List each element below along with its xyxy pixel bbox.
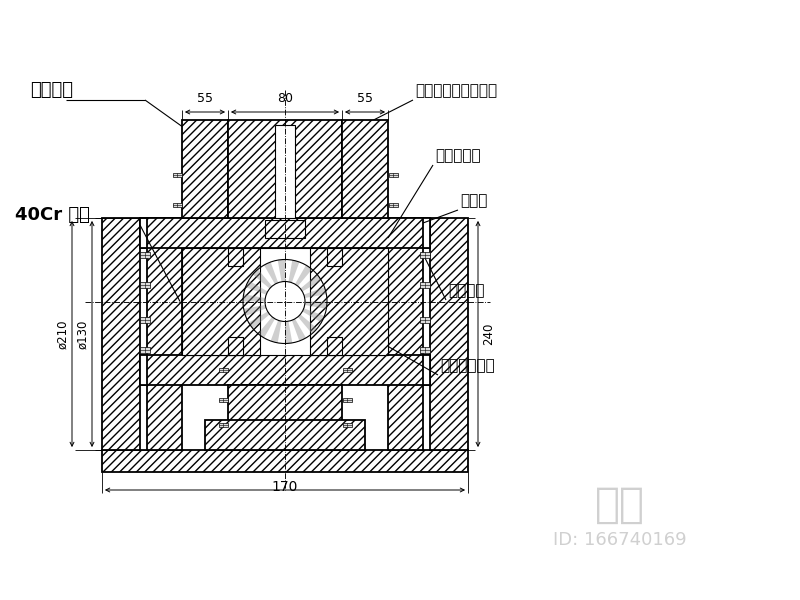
Bar: [423, 218, 430, 248]
Text: 170: 170: [272, 480, 298, 494]
Text: ø130: ø130: [76, 319, 89, 349]
Text: 轴承定位套: 轴承定位套: [435, 148, 481, 163]
Wedge shape: [264, 262, 278, 284]
Bar: [102, 450, 468, 472]
Bar: [140, 218, 147, 248]
Bar: [310, 248, 388, 355]
Bar: [140, 218, 430, 248]
Wedge shape: [249, 311, 270, 328]
Text: 40Cr 销轴: 40Cr 销轴: [15, 206, 90, 224]
Bar: [182, 248, 388, 355]
Bar: [420, 252, 430, 258]
Bar: [327, 248, 342, 266]
Wedge shape: [244, 305, 266, 316]
Bar: [173, 203, 182, 208]
Wedge shape: [292, 319, 306, 341]
Bar: [342, 398, 351, 403]
Bar: [265, 220, 305, 238]
Bar: [420, 282, 430, 288]
Bar: [420, 347, 430, 353]
Wedge shape: [300, 275, 322, 292]
Text: 销轴盖板: 销轴盖板: [448, 283, 485, 298]
Bar: [102, 218, 140, 450]
Text: 知末: 知末: [595, 484, 645, 526]
Bar: [228, 337, 243, 355]
Text: 轴承压盖: 轴承压盖: [30, 81, 73, 99]
Bar: [140, 282, 150, 288]
Text: 240: 240: [482, 323, 495, 345]
Bar: [228, 120, 342, 218]
Wedge shape: [243, 294, 266, 301]
Bar: [389, 173, 398, 178]
Bar: [140, 355, 430, 385]
Bar: [389, 203, 398, 208]
Bar: [140, 355, 147, 385]
Wedge shape: [246, 280, 268, 295]
Bar: [205, 420, 365, 450]
Bar: [228, 248, 243, 266]
Wedge shape: [295, 265, 312, 286]
Text: 向心关节轴承: 向心关节轴承: [440, 358, 494, 373]
Wedge shape: [289, 260, 299, 283]
Bar: [182, 248, 260, 355]
Text: 80: 80: [277, 92, 293, 105]
Bar: [342, 120, 388, 218]
Text: ø210: ø210: [56, 319, 69, 349]
Wedge shape: [302, 308, 325, 323]
Text: 55: 55: [357, 92, 373, 105]
Text: 55: 55: [197, 92, 213, 105]
Bar: [218, 398, 227, 403]
Bar: [140, 252, 150, 258]
Bar: [218, 368, 227, 373]
Bar: [327, 337, 342, 355]
Bar: [140, 347, 150, 353]
Wedge shape: [253, 269, 272, 289]
Bar: [275, 125, 295, 218]
Bar: [182, 120, 228, 218]
Bar: [342, 368, 351, 373]
Wedge shape: [258, 317, 275, 338]
Text: 中耳板（随摇摆柱）: 中耳板（随摇摆柱）: [415, 83, 497, 98]
Bar: [147, 218, 182, 450]
Text: ID: 166740169: ID: 166740169: [553, 531, 687, 549]
Wedge shape: [304, 287, 326, 298]
Bar: [420, 317, 430, 323]
Bar: [423, 355, 430, 385]
Bar: [342, 422, 351, 427]
Bar: [388, 218, 423, 450]
Wedge shape: [285, 321, 292, 343]
Wedge shape: [298, 314, 317, 334]
Bar: [430, 218, 468, 450]
Wedge shape: [270, 320, 282, 343]
Bar: [173, 173, 182, 178]
Bar: [218, 422, 227, 427]
Wedge shape: [305, 301, 327, 309]
Bar: [140, 317, 150, 323]
Wedge shape: [278, 259, 285, 282]
Bar: [228, 385, 342, 450]
Text: 外耳板: 外耳板: [460, 193, 487, 208]
